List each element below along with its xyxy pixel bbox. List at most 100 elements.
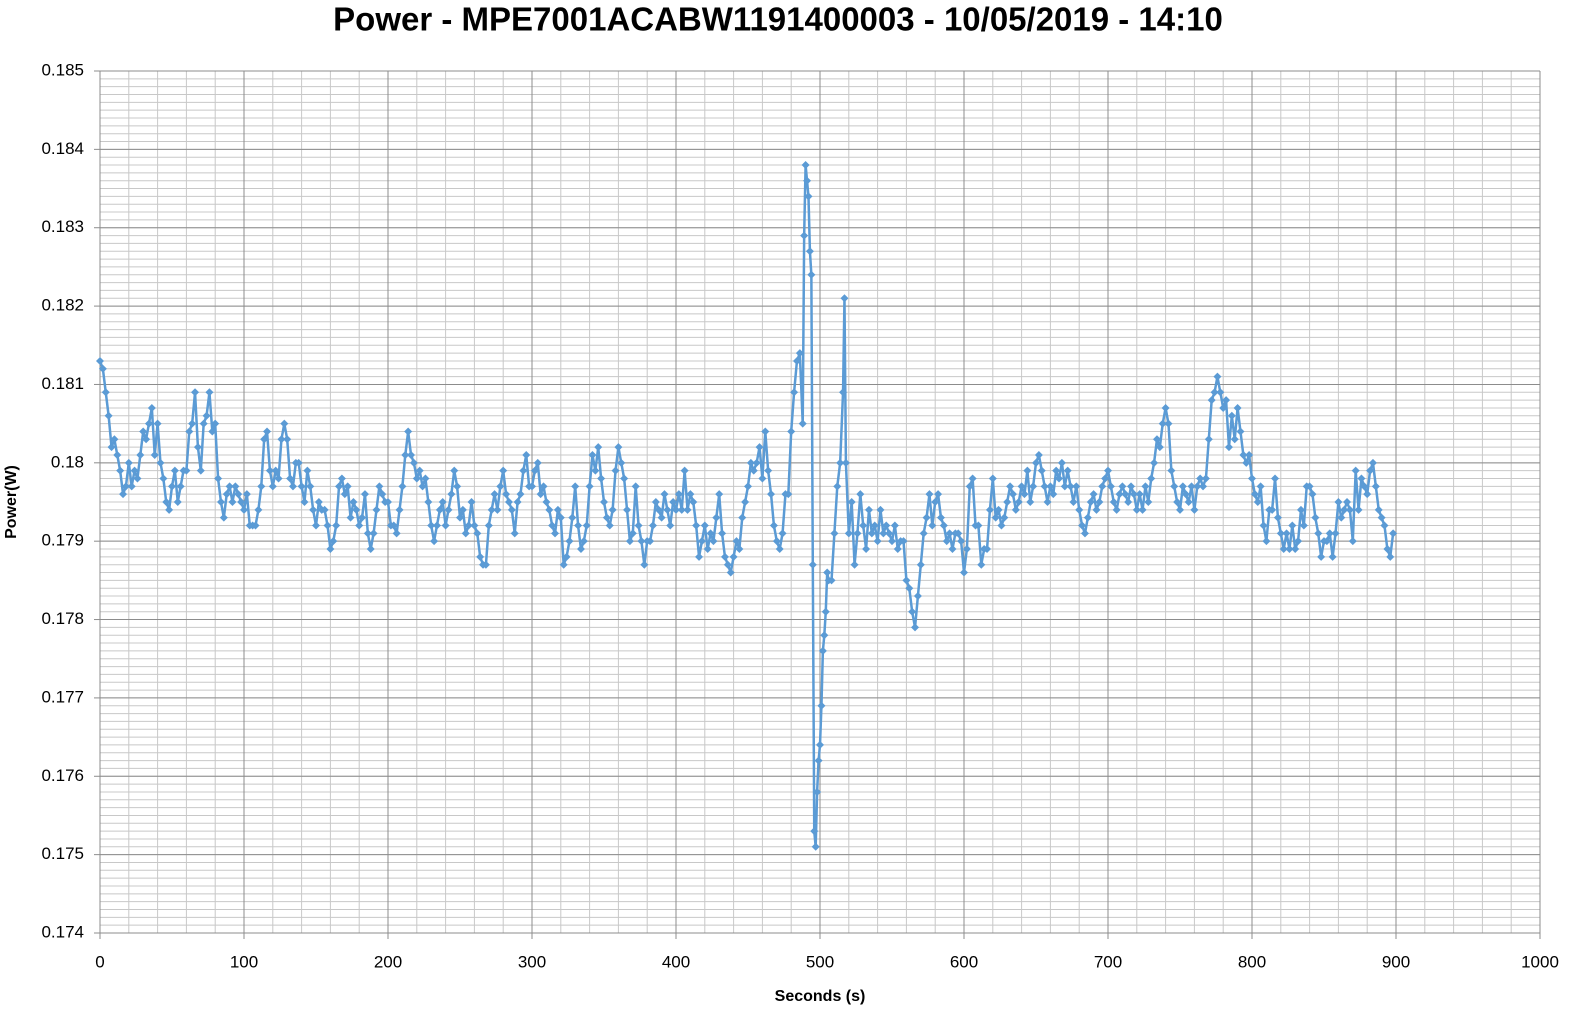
data-point (942, 537, 951, 546)
data-point (1075, 505, 1084, 514)
data-point (562, 552, 571, 561)
data-point (476, 552, 485, 561)
data-point (323, 521, 332, 530)
data-point (827, 576, 836, 585)
x-axis-label: Seconds (s) (775, 988, 866, 1005)
data-point (890, 521, 899, 530)
data-point (1317, 552, 1326, 561)
data-point (519, 466, 528, 475)
data-point (170, 466, 179, 475)
data-point (277, 435, 286, 444)
data-point (808, 560, 817, 569)
data-point (741, 498, 750, 506)
data-point (836, 458, 845, 467)
data-point (1014, 498, 1023, 506)
data-point (1155, 443, 1164, 452)
data-point (162, 498, 171, 506)
data-point (1034, 450, 1043, 459)
data-point (1193, 482, 1202, 491)
data-point (470, 521, 479, 530)
data-point (499, 466, 508, 475)
data-point (1046, 482, 1055, 491)
data-point (885, 529, 894, 538)
data-point (1227, 411, 1236, 420)
data-point (329, 537, 338, 546)
data-point (888, 537, 896, 546)
data-point (199, 419, 208, 428)
data-point (669, 498, 678, 506)
data-point (1273, 513, 1282, 522)
data-point (487, 505, 496, 514)
data-point (715, 490, 724, 499)
data-point (974, 521, 983, 530)
data-point (758, 474, 767, 483)
data-point (1250, 490, 1259, 499)
data-point (820, 631, 829, 640)
data-point (925, 490, 934, 499)
data-point (1239, 450, 1248, 459)
data-point (968, 474, 977, 483)
data-point (1008, 490, 1017, 499)
data-point (1253, 498, 1262, 506)
data-point (559, 560, 568, 569)
data-point (412, 474, 421, 483)
data-point (421, 474, 430, 483)
data-point (1357, 474, 1366, 483)
x-tick-label: 800 (1238, 952, 1266, 971)
data-point (816, 740, 824, 749)
data-point (801, 161, 810, 170)
data-point (1351, 466, 1360, 475)
data-point (611, 466, 620, 475)
data-point (1294, 537, 1303, 546)
data-point (795, 349, 804, 358)
data-point (706, 529, 715, 538)
data-point (1150, 458, 1159, 467)
data-point (746, 458, 755, 467)
data-point (268, 482, 277, 491)
x-tick-label: 600 (950, 952, 978, 971)
data-point (360, 490, 369, 499)
data-point (303, 466, 312, 475)
data-point (1348, 537, 1357, 546)
data-point (720, 552, 729, 561)
data-point (637, 537, 646, 546)
data-point (697, 537, 706, 546)
data-point (1383, 545, 1392, 554)
data-point (1063, 466, 1072, 475)
data-point (389, 521, 398, 530)
data-point (271, 466, 280, 475)
data-point (769, 521, 778, 530)
data-point (1080, 529, 1089, 538)
data-point (1029, 482, 1038, 491)
data-point (113, 450, 122, 459)
data-point (1161, 403, 1170, 412)
data-point (879, 529, 888, 538)
data-point (222, 490, 231, 499)
data-point (1366, 466, 1375, 475)
data-point (663, 505, 672, 514)
data-point (438, 498, 447, 506)
data-point (712, 513, 721, 522)
data-point (847, 498, 856, 506)
data-point (810, 827, 819, 836)
data-point (931, 498, 940, 506)
data-point (1201, 474, 1210, 483)
x-tick-label: 300 (518, 952, 546, 971)
data-point (985, 505, 994, 514)
data-point (841, 458, 850, 467)
data-point (913, 592, 922, 601)
data-point (340, 490, 349, 499)
data-point (447, 490, 456, 499)
data-point (1144, 498, 1153, 506)
data-point (188, 419, 197, 428)
data-point (407, 450, 416, 459)
data-point (216, 498, 225, 506)
data-point (507, 505, 516, 514)
data-point (1288, 521, 1297, 530)
data-point (1386, 552, 1395, 561)
data-point (159, 474, 168, 483)
data-point (965, 482, 974, 491)
data-point (761, 427, 770, 436)
data-point (191, 388, 200, 397)
data-point (536, 490, 545, 499)
